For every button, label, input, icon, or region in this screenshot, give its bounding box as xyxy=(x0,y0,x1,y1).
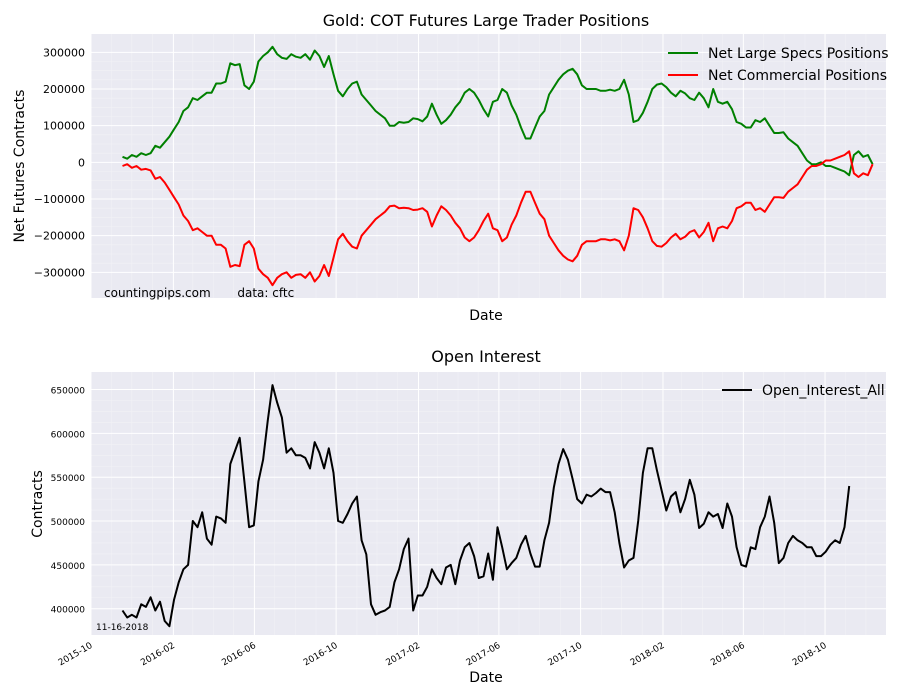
bottom-annotation: 11-16-2018 xyxy=(96,623,149,633)
top-lines xyxy=(122,45,874,287)
y-tick-label: 650000 xyxy=(51,387,86,397)
x-tick-label: 2017-10 xyxy=(547,641,585,669)
top-chart: Gold: COT Futures Large Trader Positions… xyxy=(12,11,889,324)
bottom-y-axis-label: Contracts xyxy=(30,470,46,538)
series-line-open-interest-all xyxy=(121,384,851,628)
top-chart-title: Gold: COT Futures Large Trader Positions xyxy=(323,11,649,30)
x-tick-label: 2017-02 xyxy=(384,641,422,668)
top-grid xyxy=(90,34,886,298)
top-y-axis-label: Net Futures Contracts xyxy=(12,90,28,243)
bottom-plot-area xyxy=(91,372,886,635)
y-tick-label: −300000 xyxy=(34,266,85,279)
x-tick-label: 2017-06 xyxy=(465,641,503,669)
y-tick-label: 0 xyxy=(78,156,85,169)
legend-label-large-specs: Net Large Specs Positions xyxy=(708,46,889,62)
y-tick-label: 400000 xyxy=(51,606,86,616)
bottom-lines xyxy=(121,384,851,628)
x-tick-label: 2018-02 xyxy=(629,641,667,668)
series-line-net-commercial-positions xyxy=(122,150,874,287)
bottom-x-axis-label: Date xyxy=(469,670,502,686)
legend-label-open-interest: Open_Interest_All xyxy=(762,383,885,399)
top-annotation: countingpips.com data: cftc xyxy=(104,286,294,300)
bottom-chart: Open Interest 650000 600000 550000 500000 45… xyxy=(30,347,886,686)
y-tick-label: 500000 xyxy=(51,518,86,528)
top-legend: Net Large Specs Positions Net Commercial… xyxy=(668,46,889,84)
y-tick-label: 300000 xyxy=(43,46,85,59)
bottom-legend: Open_Interest_All xyxy=(722,383,885,399)
bottom-y-ticks: 650000 600000 550000 500000 450000 400000 xyxy=(51,387,86,616)
x-tick-label: 2015-10 xyxy=(57,641,95,669)
top-y-ticks: 300000 200000 100000 0 −100000 −200000 −300000 xyxy=(34,46,85,279)
y-tick-label: 550000 xyxy=(51,474,86,484)
top-x-axis-label: Date xyxy=(469,308,502,324)
legend-label-commercial: Net Commercial Positions xyxy=(708,68,887,84)
x-tick-label: 2016-02 xyxy=(139,641,177,668)
x-tick-label: 2018-06 xyxy=(709,641,747,669)
bottom-chart-title: Open Interest xyxy=(431,347,540,366)
x-tick-label: 2016-06 xyxy=(220,641,258,669)
y-tick-label: 200000 xyxy=(43,83,85,96)
y-tick-label: 100000 xyxy=(43,120,85,133)
y-tick-label: 450000 xyxy=(51,562,86,572)
series-line-net-large-specs-positions xyxy=(122,45,874,177)
x-tick-label: 2018-10 xyxy=(791,641,829,669)
y-tick-label: −100000 xyxy=(34,193,85,206)
x-tick-label: 2016-10 xyxy=(302,641,340,669)
y-tick-label: −200000 xyxy=(34,230,85,243)
bottom-x-ticks: 2015-10 2016-02 2016-06 2016-10 2017-02 2017-… xyxy=(57,641,829,669)
y-tick-label: 600000 xyxy=(51,430,86,440)
